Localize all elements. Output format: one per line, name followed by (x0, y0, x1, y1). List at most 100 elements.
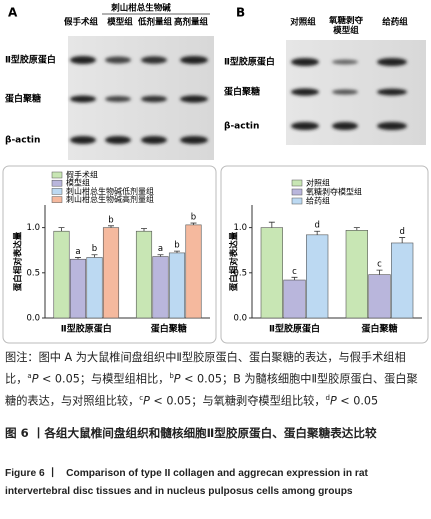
row-label: β-actin (224, 122, 259, 132)
error-bar (268, 221, 275, 228)
error-bar (353, 227, 360, 231)
lane-label: 模型组 (107, 17, 133, 28)
bar (283, 279, 306, 319)
note-sup: c (139, 393, 144, 402)
error-bar (157, 254, 164, 257)
note-text: < 0.05；B 为髓核细胞中Ⅱ型胶原蛋白、蛋白聚糖的表达，与对照组比较， (5, 372, 418, 408)
significance-label: b (191, 213, 196, 223)
x-tick-label: Ⅱ型胶原蛋白 (269, 323, 320, 335)
lane-label: 高剂量组 (174, 17, 209, 28)
note-text: < 0.05 (336, 394, 379, 408)
x-tick-label: 蛋白聚糖 (361, 323, 397, 335)
significance-label: c (292, 267, 297, 277)
significance-label: b (174, 241, 179, 251)
lane-label: 对照组 (290, 17, 316, 28)
y-tick-label: 1.0 (26, 223, 40, 233)
blot-bands (291, 58, 407, 130)
chart-frame (220, 165, 429, 344)
legend-label: 氧糖剥夺模型组 (306, 187, 362, 197)
figure-label: Figure 6 丨 (5, 468, 58, 479)
y-axis-label: 蛋白相对表达量 (13, 231, 24, 291)
error-bar (399, 237, 406, 243)
blot-bands (70, 56, 208, 144)
figure-graphics: A 刺山柑总生物碱 假手术组 模型组 低剂量组 高剂量组 Ⅱ型胶原蛋白 蛋白聚糖… (2, 3, 429, 344)
note-text: P (173, 372, 181, 386)
error-bar (174, 250, 180, 253)
y-axis-label: 蛋白相对表达量 (229, 231, 240, 291)
note-text: P (31, 372, 39, 386)
error-bar (75, 257, 81, 260)
row-label: β-actin (5, 136, 40, 146)
legend-label: 给药组 (306, 196, 330, 206)
figure-note: 图注：图中 A 为大鼠椎间盘组织中Ⅱ型胶原蛋白、蛋白聚糖的表达，与假手术组相比，… (5, 349, 427, 410)
significance-label: d (399, 227, 404, 237)
y-tick-label: 1.0 (233, 223, 247, 233)
bar (391, 242, 414, 319)
legend-swatch (291, 188, 303, 196)
y-tick-label: 0.5 (26, 268, 40, 278)
error-bar (141, 228, 147, 232)
legend-label: 刺山柑总生物碱低剂量组 (66, 186, 154, 196)
legend-label: 对照组 (306, 178, 330, 188)
figure-title-cn: 图 6 丨各组大鼠椎间盘组织和髓核细胞Ⅱ型胶原蛋白、蛋白聚糖表达比较 (5, 426, 377, 440)
y-tick-label: 0.0 (26, 314, 40, 324)
significance-label: b (108, 215, 113, 225)
significance-label: c (377, 260, 382, 270)
error-bar (376, 269, 383, 275)
error-bar (190, 222, 197, 225)
chart-frame (2, 165, 217, 344)
row-label: 蛋白聚糖 (5, 93, 41, 105)
bar (152, 256, 169, 319)
bar (135, 230, 153, 319)
bar (86, 257, 103, 319)
error-bar (314, 230, 321, 235)
legend-label: 假手术组 (66, 170, 98, 180)
figure-title-en: Figure 6 丨 Comparison of type II collage… (5, 465, 427, 501)
note-sup: a (27, 372, 32, 380)
bar (345, 230, 368, 319)
row-label: 蛋白聚糖 (224, 86, 260, 98)
lane-label: 氧糖剥夺模型组 (328, 16, 363, 36)
x-tick-label: Ⅱ型胶原蛋白 (61, 323, 112, 335)
bar (53, 230, 70, 319)
lane-label: 低剂量组 (137, 17, 173, 28)
bar (168, 252, 186, 319)
blot-header: 刺山柑总生物碱 (110, 3, 171, 14)
y-tick-label: 0.5 (233, 268, 247, 278)
legend-swatch (51, 171, 63, 179)
lane-label: 假手术组 (64, 17, 99, 28)
note-text: 图注：图中 A 为大鼠椎间盘组织中Ⅱ型胶原蛋白、蛋白聚糖的表达，与假手术组相比， (5, 351, 406, 386)
significance-label: d (314, 221, 319, 231)
legend-swatch (51, 188, 63, 195)
error-bar (291, 276, 298, 281)
significance-label: a (158, 244, 163, 254)
legend-label: 模型组 (66, 178, 90, 188)
y-tick-label: 0.0 (233, 314, 247, 324)
x-tick-label: 蛋白聚糖 (151, 323, 187, 335)
note-sup: d (325, 393, 330, 402)
lane-label: 给药组 (382, 17, 408, 28)
row-label: Ⅱ型胶原蛋白 (5, 54, 56, 66)
bar (102, 227, 120, 319)
note-text: < 0.05；与氧糖剥夺模型组比较， (149, 394, 326, 408)
error-bar (58, 227, 65, 232)
error-bar (108, 225, 114, 228)
note-text: < 0.05；与模型组相比， (38, 372, 170, 386)
legend-swatch (51, 179, 63, 187)
figure-title-text: Comparison of type II collagen and aggre… (5, 468, 368, 497)
row-label: Ⅱ型胶原蛋白 (224, 56, 275, 68)
panel-letter: A (8, 6, 18, 20)
legend-swatch (291, 197, 303, 205)
bar (185, 224, 202, 319)
significance-label: a (75, 247, 80, 257)
bar (368, 274, 391, 319)
legend-swatch (51, 196, 63, 203)
bar (260, 227, 283, 319)
panel-letter: B (236, 6, 245, 20)
significance-label: b (92, 244, 97, 254)
legend-swatch (291, 179, 303, 187)
note-text: P (329, 394, 337, 408)
note-text: P (143, 394, 150, 408)
bar (69, 258, 87, 319)
